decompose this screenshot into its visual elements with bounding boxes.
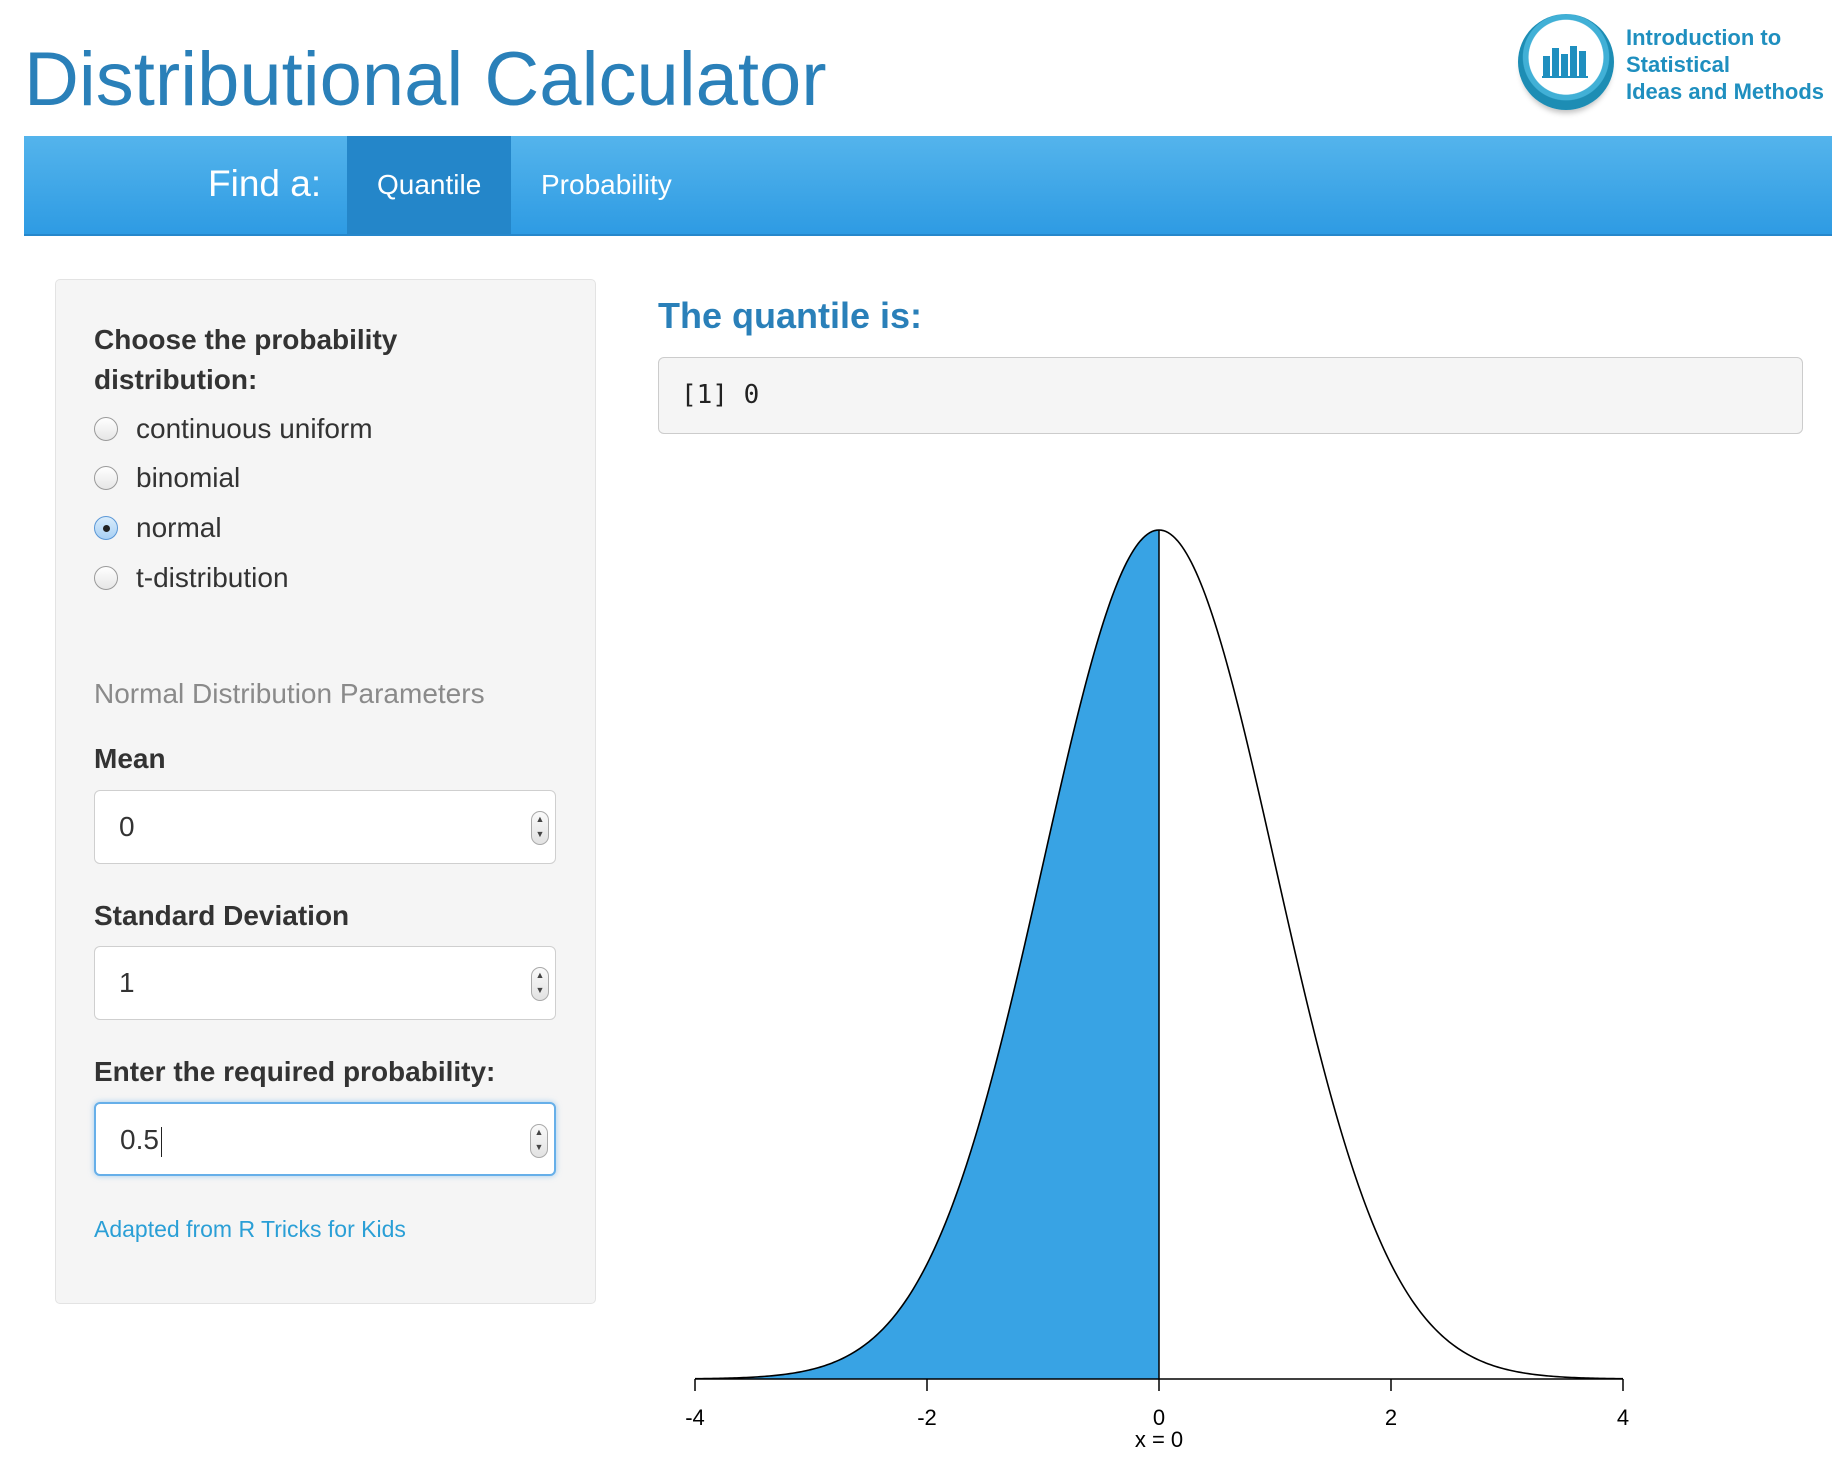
radio-label: binomial: [136, 462, 241, 493]
logo-line: Introduction to: [1626, 25, 1782, 50]
mean-input[interactable]: 0 ▲ ▼: [94, 790, 556, 864]
credit-link[interactable]: Adapted from R Tricks for Kids: [94, 1216, 406, 1242]
tab-label: Quantile: [377, 169, 482, 200]
x-tick-label: 4: [1617, 1405, 1629, 1430]
radio-normal[interactable]: normal: [94, 508, 222, 548]
logo-text: Introduction to Statistical Ideas and Me…: [1626, 24, 1824, 105]
shaded-probability-area: [695, 530, 1159, 1379]
spinner-arrows-icon[interactable]: ▲ ▼: [531, 811, 549, 845]
x-tick-label: -4: [685, 1405, 705, 1430]
mean-label: Mean: [94, 743, 166, 774]
radio-button-checked[interactable]: [94, 516, 118, 540]
tab-probability[interactable]: Probability: [511, 136, 702, 234]
radio-label: normal: [136, 512, 222, 543]
probability-label: Enter the required probability:: [94, 1056, 496, 1087]
result-output-text: [1] 0: [681, 380, 760, 410]
tab-quantile[interactable]: Quantile: [347, 136, 511, 234]
course-logo: Introduction to Statistical Ideas and Me…: [1518, 14, 1838, 114]
bar-chart-logo-icon: [1518, 14, 1614, 110]
mean-value: 0: [119, 811, 135, 842]
radio-button[interactable]: [94, 417, 118, 441]
probability-input[interactable]: 0.5 ▲ ▼: [94, 1102, 556, 1176]
result-heading: The quantile is:: [658, 295, 923, 336]
probability-value: 0.5: [120, 1124, 162, 1157]
sidebar-panel: Choose the probability distribution: con…: [55, 279, 596, 1304]
x-annotation: x = 0: [1135, 1427, 1183, 1452]
density-curve: [694, 529, 1624, 1380]
x-tick-label: 0: [1153, 1405, 1165, 1430]
radio-binomial[interactable]: binomial: [94, 458, 240, 498]
radio-button[interactable]: [94, 566, 118, 590]
page-title: Distributional Calculator: [24, 37, 827, 122]
navbar: Find a: Quantile Probability: [24, 136, 1832, 236]
logo-line: Ideas and Methods: [1626, 79, 1825, 104]
x-tick-label: 2: [1385, 1405, 1397, 1430]
spinner-arrows-icon[interactable]: ▲ ▼: [531, 967, 549, 1001]
sd-label: Standard Deviation: [94, 900, 350, 931]
radio-t-distribution[interactable]: t-distribution: [94, 558, 289, 598]
result-output: [1] 0: [658, 357, 1803, 434]
logo-line: Statistical: [1626, 52, 1730, 77]
sd-value: 1: [119, 967, 135, 998]
normal-density-plot: -4 -2 0 2 4 x = 0: [685, 529, 1629, 1452]
radio-button[interactable]: [94, 466, 118, 490]
radio-label: continuous uniform: [136, 413, 373, 444]
tab-label: Probability: [541, 169, 672, 200]
radio-continuous-uniform[interactable]: continuous uniform: [94, 409, 373, 449]
navbar-brand: Find a:: [208, 163, 322, 204]
sd-input[interactable]: 1 ▲ ▼: [94, 946, 556, 1020]
radio-label: t-distribution: [136, 562, 289, 593]
x-tick-label: -2: [917, 1405, 937, 1430]
distribution-label: Choose the probability distribution:: [94, 324, 398, 395]
spinner-arrows-icon[interactable]: ▲ ▼: [530, 1124, 548, 1158]
params-heading: Normal Distribution Parameters: [94, 678, 485, 709]
